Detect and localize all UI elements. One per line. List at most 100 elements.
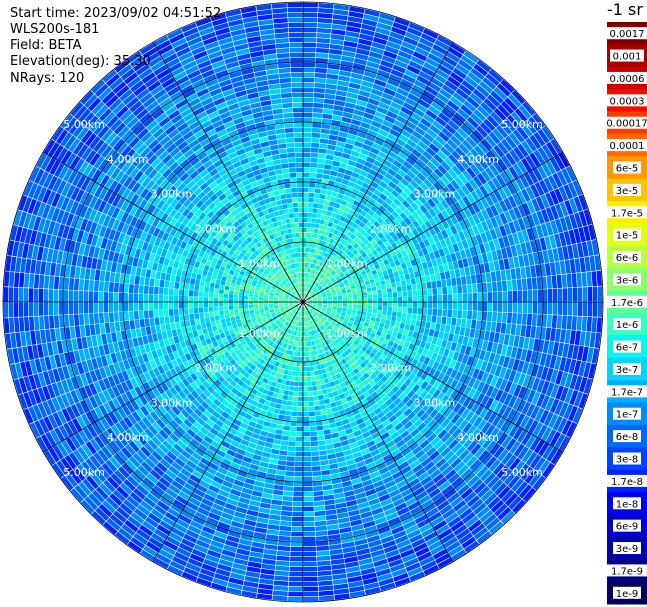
range-gate	[57, 410, 67, 425]
range-gate	[47, 399, 57, 414]
range-gate	[362, 308, 367, 312]
range-gate	[401, 285, 407, 292]
range-gate	[332, 14, 348, 21]
range-gate	[381, 201, 390, 209]
range-gate	[329, 238, 335, 244]
range-gate	[497, 104, 511, 118]
range-gate	[427, 396, 436, 406]
range-gate	[386, 484, 399, 494]
range-gate	[321, 358, 327, 364]
range-gate	[360, 148, 370, 156]
range-gate	[458, 449, 470, 461]
range-gate	[173, 499, 186, 510]
range-gate	[149, 488, 162, 500]
range-gate	[253, 354, 259, 360]
range-gate	[97, 466, 110, 479]
range-gate	[310, 253, 314, 258]
range-gate	[144, 457, 156, 469]
range-gate	[449, 235, 457, 245]
range-gate	[438, 248, 445, 257]
range-gate	[383, 386, 391, 395]
range-gate	[296, 341, 299, 347]
range-gate	[185, 562, 201, 573]
range-gate	[261, 425, 270, 432]
range-gate	[312, 330, 316, 335]
range-gate	[557, 288, 563, 302]
range-gate	[275, 429, 283, 435]
range-gate	[270, 348, 276, 354]
range-gate	[304, 316, 306, 322]
range-gate	[329, 44, 343, 51]
range-gate	[313, 400, 320, 406]
range-gate	[368, 185, 376, 193]
range-gate	[327, 307, 332, 310]
range-gate	[67, 420, 78, 435]
range-gate	[408, 152, 419, 162]
range-gate	[188, 402, 197, 412]
range-gate	[319, 261, 324, 267]
range-gate	[456, 277, 462, 286]
range-gate	[369, 320, 375, 325]
range-gate	[308, 401, 314, 407]
range-gate	[321, 240, 326, 246]
range-gate	[501, 138, 513, 152]
range-gate	[516, 126, 529, 140]
range-gate	[586, 347, 594, 363]
range-gate	[465, 410, 475, 422]
range-gate	[561, 274, 567, 288]
range-gate	[394, 185, 403, 194]
range-gate	[319, 343, 324, 349]
range-gate	[320, 251, 325, 257]
range-gate	[480, 320, 487, 331]
range-gate	[416, 75, 430, 86]
range-gate	[541, 162, 552, 177]
range-gate	[384, 379, 392, 387]
range-gate	[120, 482, 133, 495]
range-gate	[137, 419, 148, 431]
range-gate	[211, 440, 221, 449]
range-gate	[403, 469, 415, 479]
range-gate	[130, 388, 139, 400]
range-gate	[417, 471, 429, 482]
range-gate	[346, 231, 353, 238]
range-gate	[170, 503, 183, 514]
range-gate	[362, 577, 378, 585]
range-gate	[314, 282, 319, 287]
range-gate	[241, 383, 249, 390]
range-gate	[427, 288, 433, 296]
range-gate	[412, 445, 423, 455]
range-gate	[347, 133, 357, 141]
range-gate	[47, 384, 56, 399]
range-gate	[292, 319, 295, 325]
range-gate	[345, 561, 359, 568]
range-gate	[78, 481, 92, 496]
range-gate	[307, 321, 310, 326]
range-gate	[392, 64, 406, 74]
range-gate	[283, 320, 288, 325]
range-gate	[105, 496, 119, 510]
range-gate	[268, 319, 274, 324]
range-gate	[382, 540, 396, 549]
range-gate	[352, 200, 360, 207]
range-gate	[304, 311, 306, 317]
range-gate	[410, 482, 423, 492]
range-gate	[325, 509, 337, 516]
range-gate	[323, 346, 328, 352]
range-gate	[372, 213, 380, 221]
range-gate	[234, 452, 244, 461]
range-gate	[313, 248, 317, 254]
range-gate	[346, 289, 352, 293]
range-gate	[186, 460, 197, 470]
range-gate	[281, 363, 287, 369]
range-gate	[508, 424, 519, 438]
range-gate	[201, 498, 214, 507]
range-gate	[119, 419, 130, 431]
range-gate	[279, 445, 288, 451]
range-gate	[448, 424, 458, 436]
range-gate	[398, 461, 409, 471]
range-gate	[309, 315, 312, 320]
range-gate	[121, 393, 130, 405]
range-gate	[361, 261, 368, 267]
range-gate	[262, 492, 273, 499]
range-gate	[470, 67, 485, 81]
